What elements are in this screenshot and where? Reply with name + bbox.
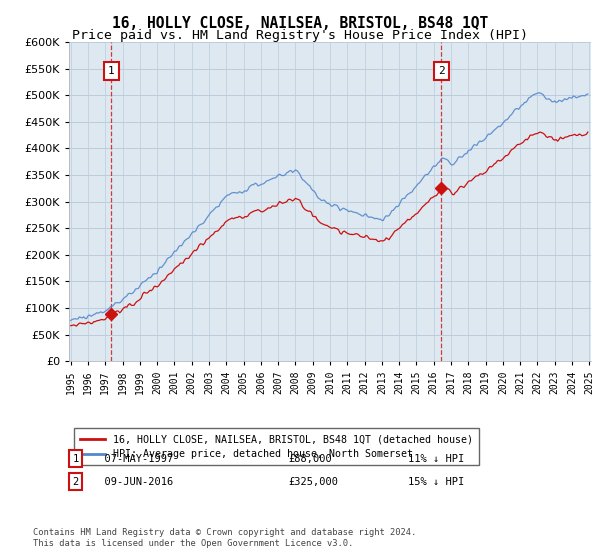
Text: 1: 1 bbox=[73, 454, 79, 464]
Text: 1: 1 bbox=[108, 66, 115, 76]
Text: 11% ↓ HPI: 11% ↓ HPI bbox=[409, 454, 464, 464]
Text: Contains HM Land Registry data © Crown copyright and database right 2024.
This d: Contains HM Land Registry data © Crown c… bbox=[33, 528, 416, 548]
Legend: 16, HOLLY CLOSE, NAILSEA, BRISTOL, BS48 1QT (detached house), HPI: Average price: 16, HOLLY CLOSE, NAILSEA, BRISTOL, BS48 … bbox=[74, 428, 479, 465]
Text: Price paid vs. HM Land Registry's House Price Index (HPI): Price paid vs. HM Land Registry's House … bbox=[72, 29, 528, 42]
Text: 15% ↓ HPI: 15% ↓ HPI bbox=[409, 477, 464, 487]
Text: 2: 2 bbox=[73, 477, 79, 487]
Text: 2: 2 bbox=[438, 66, 445, 76]
Text: 16, HOLLY CLOSE, NAILSEA, BRISTOL, BS48 1QT: 16, HOLLY CLOSE, NAILSEA, BRISTOL, BS48 … bbox=[112, 16, 488, 31]
Text: 07-MAY-1997: 07-MAY-1997 bbox=[92, 454, 174, 464]
Text: £325,000: £325,000 bbox=[288, 477, 338, 487]
Text: 09-JUN-2016: 09-JUN-2016 bbox=[92, 477, 174, 487]
Text: £88,000: £88,000 bbox=[288, 454, 332, 464]
